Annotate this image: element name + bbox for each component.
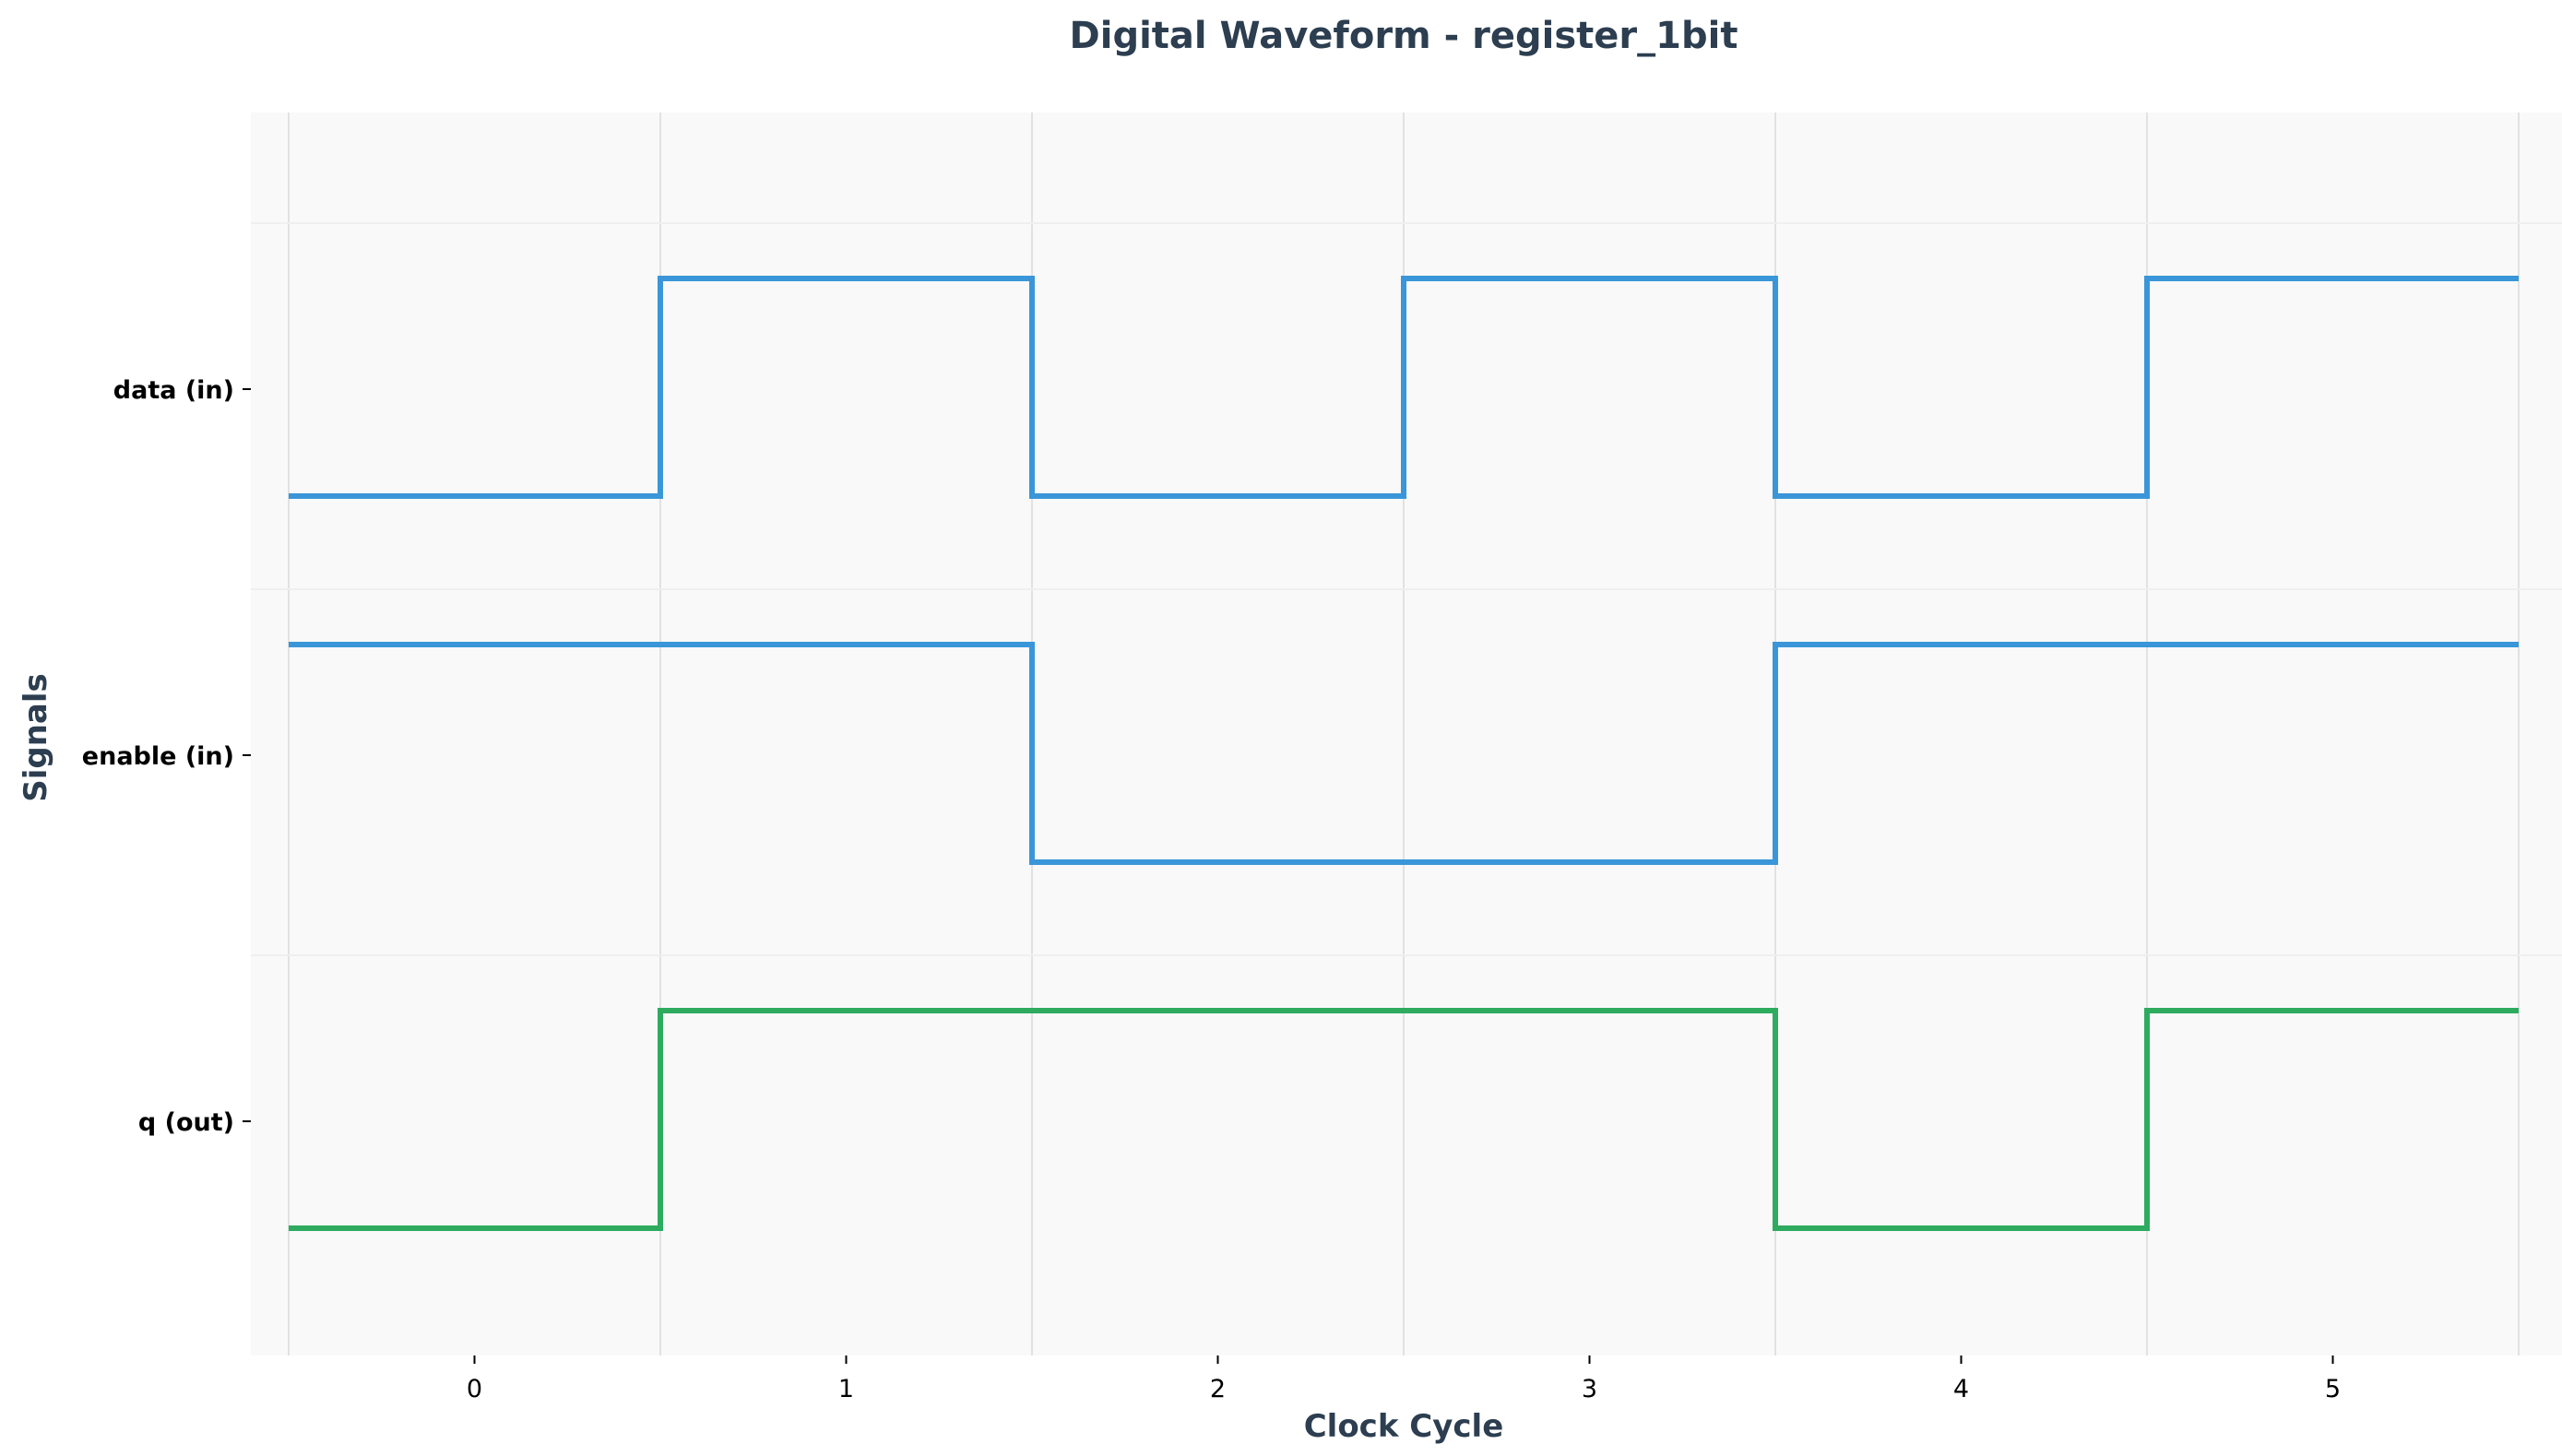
x-tick-label: 1 xyxy=(838,1375,854,1403)
waveforms xyxy=(289,276,2519,1231)
x-tick-label: 0 xyxy=(467,1375,482,1403)
x-tick-label: 3 xyxy=(1582,1375,1597,1403)
waveform-2 xyxy=(289,1008,2519,1231)
x-tick-label: 4 xyxy=(1953,1375,1969,1403)
y-tick-label: data (in) xyxy=(113,376,234,405)
x-axis-ticks: 0 1 2 3 4 5 xyxy=(467,1355,2341,1403)
y-axis-ticks: data (in) enable (in) q (out) xyxy=(82,376,251,1137)
y-axis-label: Signals xyxy=(18,673,54,802)
chart-title: Digital Waveform - register_1bit xyxy=(1070,15,1738,57)
x-tick-label: 2 xyxy=(1210,1375,1226,1403)
y-tick-label: enable (in) xyxy=(82,742,234,771)
waveform-1 xyxy=(289,642,2519,865)
waveform-0 xyxy=(289,276,2519,499)
y-tick-label: q (out) xyxy=(138,1108,234,1137)
x-tick-label: 5 xyxy=(2325,1375,2341,1403)
x-axis-label: Clock Cycle xyxy=(1304,1408,1504,1445)
